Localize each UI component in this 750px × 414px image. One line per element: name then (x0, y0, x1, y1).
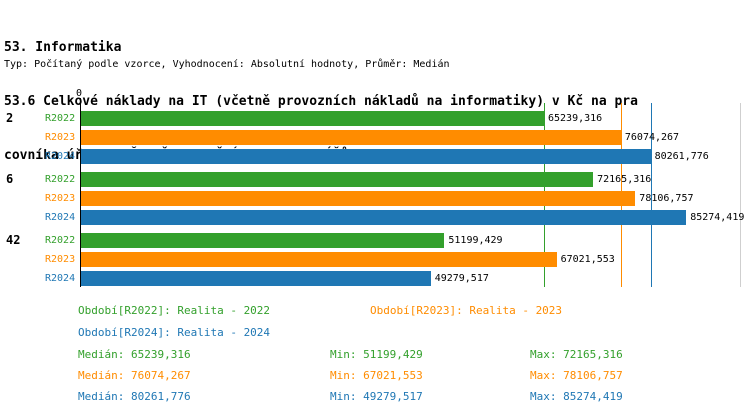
chart-meta-line: Typ: Počítaný podle vzorce, Vyhodnocení:… (4, 59, 450, 70)
bar-42-r2024 (81, 271, 431, 286)
stat-min-r2023: Min: 67021,553 (330, 369, 423, 382)
legend-item-r2023: Období[R2023]: Realita - 2023 (370, 304, 563, 317)
series-label-r2023: R2023 (45, 254, 76, 265)
group-label-6: 6 (6, 172, 14, 186)
bar-value-label: 65239,316 (548, 113, 603, 124)
bar-row: 67021,553 (81, 252, 615, 267)
bar-row: 76074,267 (81, 130, 679, 145)
bar-value-label: 67021,553 (560, 254, 615, 265)
series-label-r2023: R2023 (45, 193, 76, 204)
stat-max-r2024: Max: 85274,419 (530, 390, 623, 403)
bar-42-r2023 (81, 252, 557, 267)
series-label-r2022: R2022 (45, 174, 76, 185)
axis-zero-label: 0 (76, 88, 83, 99)
group-label-2: 2 (6, 111, 14, 125)
series-label-r2022: R2022 (45, 113, 76, 124)
bar-6-r2024 (81, 210, 687, 225)
stat-median-r2023: Medián: 76074,267 (78, 369, 191, 382)
bar-2-r2023 (81, 130, 621, 145)
bar-value-label: 85274,419 (690, 212, 745, 223)
plot-right-border (740, 103, 741, 287)
bar-row: 78106,757 (81, 191, 693, 206)
bar-2-r2022 (81, 111, 544, 126)
chart-title-line2: 53.6 Celkové náklady na IT (včetně provo… (4, 94, 638, 109)
bar-row: 80261,776 (81, 149, 709, 164)
bar-value-label: 49279,517 (434, 273, 489, 284)
bar-6-r2023 (81, 191, 636, 206)
bar-value-label: 80261,776 (654, 151, 709, 162)
series-label-r2024: R2024 (45, 273, 76, 284)
series-label-r2023: R2023 (45, 132, 76, 143)
chart-title-line1: 53. Informatika (4, 40, 122, 55)
bar-row: 85274,419 (81, 210, 744, 225)
bar-row: 51199,429 (81, 233, 503, 248)
bar-value-label: 51199,429 (448, 235, 503, 246)
bar-row: 49279,517 (81, 271, 489, 286)
bar-value-label: 76074,267 (624, 132, 680, 143)
plot-area: 65239,316 76074,267 80261,776 72165,316 … (81, 103, 744, 287)
bar-42-r2022 (81, 233, 445, 248)
stat-max-r2022: Max: 72165,316 (530, 348, 623, 361)
bar-6-r2022 (81, 172, 594, 187)
stat-min-r2024: Min: 49279,517 (330, 390, 423, 403)
bar-2-r2024 (81, 149, 651, 164)
bar-value-label: 72165,316 (597, 174, 652, 185)
series-label-r2022: R2022 (45, 235, 76, 246)
series-label-r2024: R2024 (45, 151, 76, 162)
bar-row: 72165,316 (81, 172, 651, 187)
stat-min-r2022: Min: 51199,429 (330, 348, 423, 361)
stat-median-r2024: Medián: 80261,776 (78, 390, 191, 403)
legend-item-r2022: Období[R2022]: Realita - 2022 (78, 304, 271, 317)
group-label-42: 42 (6, 233, 21, 247)
legend-item-r2024: Období[R2024]: Realita - 2024 (78, 326, 271, 339)
y-axis-line (80, 98, 81, 287)
bar-row: 65239,316 (81, 111, 602, 126)
stat-median-r2022: Medián: 65239,316 (78, 348, 191, 361)
stat-max-r2023: Max: 78106,757 (530, 369, 623, 382)
bar-value-label: 78106,757 (639, 193, 694, 204)
median-line-r2024 (650, 103, 652, 287)
series-label-r2024: R2024 (45, 212, 76, 223)
